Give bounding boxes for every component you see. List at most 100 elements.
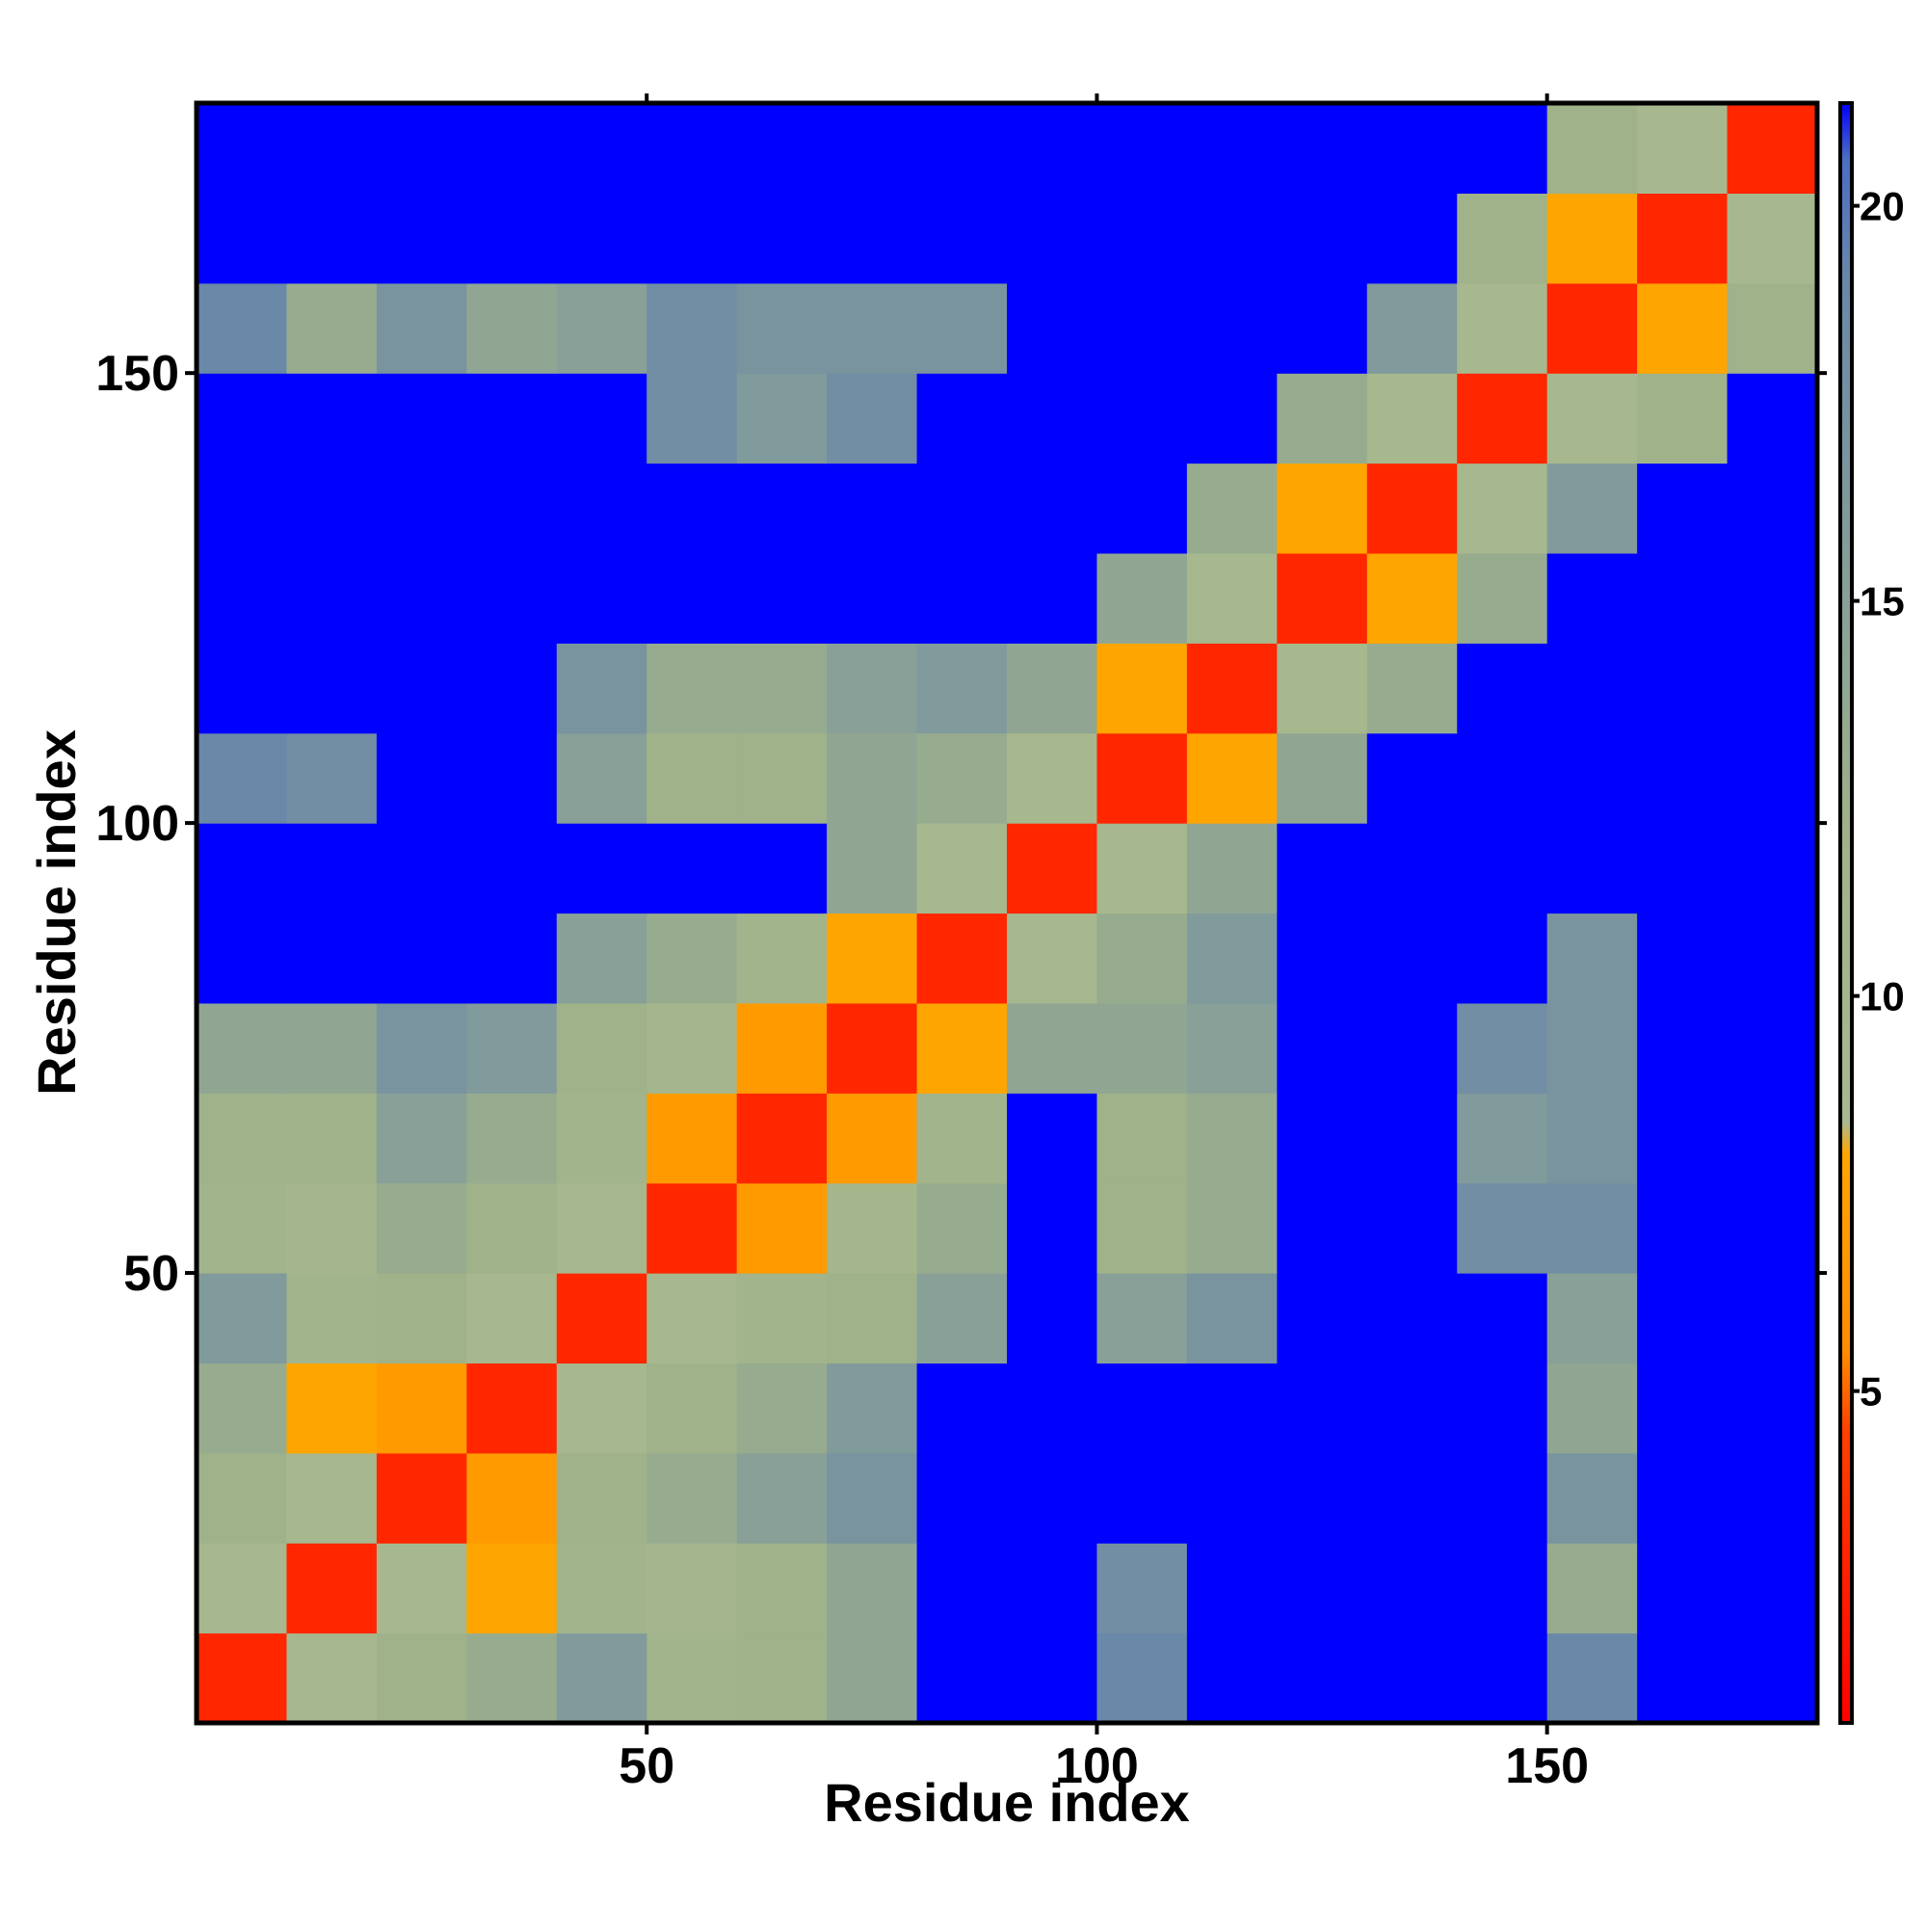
heatmap-cell	[376, 282, 467, 374]
heatmap-cell	[1637, 913, 1729, 1004]
heatmap-cell	[1457, 732, 1548, 824]
heatmap-cell	[1277, 823, 1368, 914]
heatmap-cell	[1366, 1543, 1458, 1634]
heatmap-cell	[1007, 1632, 1098, 1724]
heatmap-cell	[1546, 552, 1638, 644]
heatmap-cell	[466, 1273, 558, 1364]
heatmap-cell	[466, 463, 558, 554]
heatmap-cell	[1007, 1363, 1098, 1454]
heatmap-cell	[1186, 913, 1278, 1004]
heatmap-cell	[1096, 913, 1188, 1004]
heatmap-cell	[647, 193, 738, 284]
heatmap-cell	[827, 373, 918, 464]
heatmap-cell	[1277, 1543, 1368, 1634]
heatmap-cell	[1366, 1632, 1458, 1724]
heatmap-cell	[1186, 1452, 1278, 1544]
heatmap-cell	[556, 1273, 647, 1364]
heatmap-cell	[197, 643, 288, 734]
heatmap-cell	[1457, 1543, 1548, 1634]
heatmap-cell	[556, 1363, 647, 1454]
heatmap-cell	[286, 1543, 378, 1634]
heatmap-cell	[1366, 1452, 1458, 1544]
heatmap-cell	[647, 823, 738, 914]
heatmap-cell	[827, 193, 918, 284]
heatmap-cell	[1546, 282, 1638, 374]
heatmap-cell	[736, 282, 828, 374]
heatmap-cell	[1186, 1543, 1278, 1634]
heatmap-cell	[556, 373, 647, 464]
heatmap-cell	[916, 732, 1008, 824]
heatmap-cell	[1546, 1452, 1638, 1544]
heatmap-cell	[647, 1452, 738, 1544]
heatmap-cell	[1546, 1632, 1638, 1724]
heatmap-cell	[647, 1273, 738, 1364]
heatmap-cell	[1277, 282, 1368, 374]
heatmap-cell	[736, 1543, 828, 1634]
heatmap-cell	[1637, 1273, 1729, 1364]
heatmap-cell	[197, 1543, 288, 1634]
heatmap-cell	[1186, 1363, 1278, 1454]
colorbar-tick-label: 15	[1860, 579, 1905, 624]
heatmap-cell	[1007, 282, 1098, 374]
heatmap-cell	[827, 1002, 918, 1094]
heatmap-cell	[1546, 1182, 1638, 1274]
heatmap-cell	[736, 1632, 828, 1724]
heatmap-cell	[1186, 282, 1278, 374]
heatmap-cell	[286, 1632, 378, 1724]
heatmap-cell	[1457, 1632, 1548, 1724]
heatmap-cell	[466, 1182, 558, 1274]
heatmap-cell	[376, 1363, 467, 1454]
heatmap-cell	[1277, 732, 1368, 824]
heatmap-cell	[556, 823, 647, 914]
heatmap-cell	[286, 1273, 378, 1364]
heatmap-cell	[1546, 463, 1638, 554]
heatmap-cell	[736, 373, 828, 464]
heatmap-cell	[1546, 103, 1638, 194]
heatmap-cell	[197, 463, 288, 554]
heatmap-cell	[736, 103, 828, 194]
heatmap-cell	[286, 1452, 378, 1544]
heatmap-cell	[647, 1182, 738, 1274]
heatmap-cell	[1277, 463, 1368, 554]
heatmap-cell	[1007, 1182, 1098, 1274]
x-tick-label: 50	[619, 1738, 674, 1794]
heatmap-cell	[556, 193, 647, 284]
heatmap-cell	[647, 1093, 738, 1184]
heatmap-cell	[647, 282, 738, 374]
heatmap-cell	[916, 282, 1008, 374]
heatmap-cell	[736, 1002, 828, 1094]
heatmap-cell	[647, 1363, 738, 1454]
heatmap-cell	[1277, 373, 1368, 464]
heatmap-cell	[1727, 1273, 1818, 1364]
heatmap-cell	[827, 282, 918, 374]
heatmap-cell	[197, 193, 288, 284]
heatmap-cell	[1637, 1002, 1729, 1094]
heatmap-cell	[647, 732, 738, 824]
heatmap-cell	[1727, 552, 1818, 644]
heatmap-cell	[376, 103, 467, 194]
heatmap-cell	[1277, 1632, 1368, 1724]
heatmap-cell	[1366, 1093, 1458, 1184]
y-axis-title: Residue index	[26, 729, 87, 1096]
heatmap-cell	[376, 1632, 467, 1724]
heatmap-cell	[1366, 463, 1458, 554]
heatmap-cell	[1096, 732, 1188, 824]
heatmap-cell	[1096, 373, 1188, 464]
heatmap-cell	[286, 1363, 378, 1454]
heatmap-cell	[827, 463, 918, 554]
heatmap-cell	[466, 552, 558, 644]
heatmap-cell	[827, 1093, 918, 1184]
heatmap-cell	[286, 282, 378, 374]
heatmap-cell	[1186, 1182, 1278, 1274]
heatmap-cell	[466, 732, 558, 824]
heatmap-cell	[286, 1002, 378, 1094]
colorbar	[1838, 101, 1854, 1725]
heatmap-cell	[1727, 1182, 1818, 1274]
y-tick-label: 150	[95, 346, 179, 402]
heatmap-cell	[376, 1543, 467, 1634]
heatmap-cell	[1727, 1093, 1818, 1184]
heatmap-cell	[197, 373, 288, 464]
heatmap-cell	[1277, 1182, 1368, 1274]
heatmap-cell	[286, 103, 378, 194]
heatmap-cell	[466, 1452, 558, 1544]
